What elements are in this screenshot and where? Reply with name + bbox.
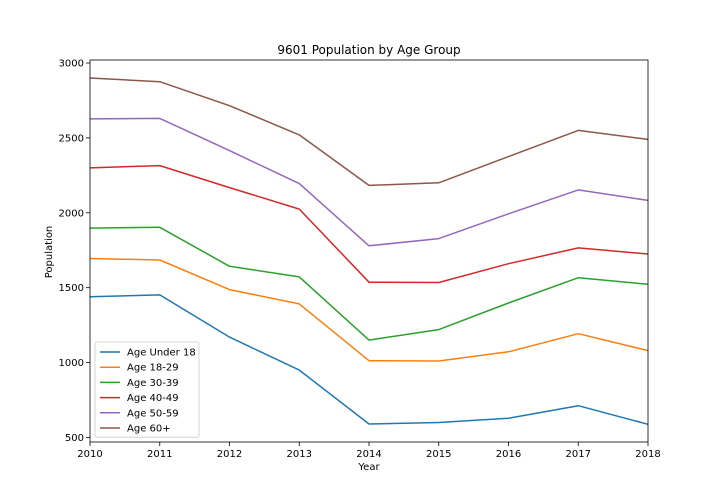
legend-label-1: Age 18-29 [127,363,179,374]
series-line-1 [89,257,649,362]
x-tick-label: 2017 [566,449,591,460]
x-tick-label: 2014 [356,449,381,460]
y-tick-label: 3000 [59,58,84,69]
series-line-2 [89,226,649,341]
plot-area [89,77,649,426]
y-tick-label: 500 [65,433,84,444]
x-axis-label: Year [357,462,380,473]
legend: Age Under 18 Age 18-29 Age 30-39 Age 40-49 A… [94,341,200,438]
series-line-5 [89,77,649,187]
series-line-0 [89,294,649,426]
axes: 2010 2011 2012 2013 2014 2015 2016 2017 2018 500 1… [59,58,661,460]
y-tick-label: 1000 [59,358,84,369]
legend-label-0: Age Under 18 [127,348,196,359]
legend-box [94,341,200,438]
legend-label-4: Age 50-59 [127,408,179,419]
series-line-4 [89,117,649,247]
y-tick-label: 2000 [59,208,84,219]
y-tick-label: 2500 [59,133,84,144]
x-tick-label: 2011 [147,449,172,460]
x-tick-label: 2016 [496,449,521,460]
x-tick-label: 2010 [77,449,102,460]
x-tick-label: 2015 [426,449,451,460]
legend-label-5: Age 60+ [127,424,171,435]
x-tick-label: 2013 [287,449,312,460]
legend-label-3: Age 40-49 [127,393,179,404]
y-axis-label: Population [44,226,55,279]
chart-title: 9601 Population by Age Group [277,43,460,57]
x-tick-label: 2012 [217,449,242,460]
series-line-3 [89,164,649,284]
y-tick-label: 1500 [59,283,84,294]
legend-label-2: Age 30-39 [127,378,179,389]
x-tick-label: 2018 [635,449,660,460]
